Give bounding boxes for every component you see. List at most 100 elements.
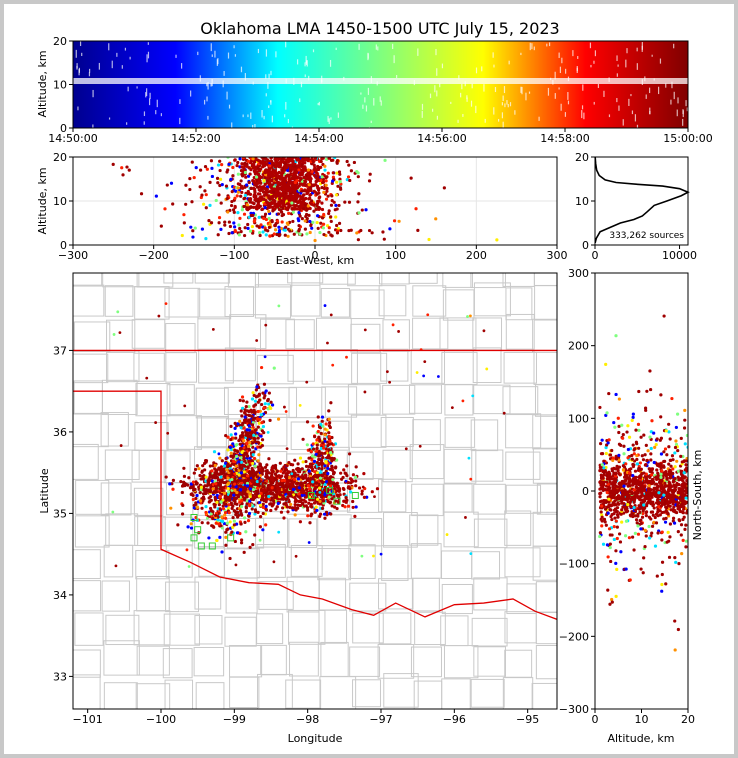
time-altitude-gap-speck bbox=[284, 114, 286, 118]
east-west-source bbox=[191, 235, 195, 239]
east-west-source bbox=[243, 233, 247, 238]
east-west-source bbox=[252, 163, 256, 167]
north-south-source bbox=[660, 510, 664, 515]
east-west-source bbox=[258, 189, 263, 193]
map-source bbox=[246, 490, 250, 494]
map-source bbox=[224, 530, 228, 534]
north-south-source bbox=[627, 536, 632, 540]
time-altitude-gap-speck bbox=[247, 114, 249, 118]
map-source bbox=[218, 507, 222, 511]
east-west-source bbox=[263, 212, 268, 216]
time-altitude-gap-speck bbox=[682, 110, 684, 118]
time-altitude-gap-speck bbox=[367, 87, 370, 95]
map-source bbox=[345, 464, 349, 468]
east-west-source bbox=[308, 219, 312, 224]
time-altitude-gap-speck bbox=[475, 67, 478, 74]
county-boundary bbox=[259, 387, 297, 418]
map-source bbox=[228, 445, 232, 450]
east-west-source bbox=[291, 187, 295, 191]
map-source bbox=[215, 538, 219, 543]
map-source bbox=[270, 470, 274, 475]
map-source bbox=[226, 435, 230, 439]
county-boundary bbox=[290, 545, 323, 577]
time-altitude-gap-speck bbox=[227, 52, 230, 59]
east-west-source bbox=[218, 159, 222, 163]
map-source bbox=[224, 456, 228, 461]
east-west-source bbox=[235, 194, 239, 198]
map-source bbox=[332, 457, 336, 461]
time-altitude-gap-speck bbox=[550, 77, 552, 81]
map-source bbox=[236, 513, 241, 518]
map-source bbox=[318, 476, 323, 480]
map-source bbox=[201, 464, 205, 468]
map-source bbox=[114, 564, 118, 568]
time-altitude-ytick-label: 0 bbox=[60, 122, 67, 135]
east-west-source bbox=[345, 159, 349, 164]
county-boundary bbox=[194, 576, 222, 610]
time-altitude-gap-speck bbox=[318, 101, 320, 106]
east-west-source bbox=[238, 157, 242, 161]
map-source bbox=[203, 468, 207, 472]
map-source bbox=[234, 484, 238, 489]
east-west-source bbox=[230, 231, 234, 235]
east-west-source bbox=[313, 238, 317, 243]
map-source bbox=[330, 497, 334, 501]
map-source bbox=[286, 490, 290, 494]
time-altitude-gap-speck bbox=[308, 75, 310, 81]
map-source bbox=[217, 467, 221, 471]
east-west-source bbox=[258, 169, 262, 173]
map-source bbox=[299, 475, 303, 479]
east-west-source bbox=[121, 173, 125, 177]
map-source bbox=[199, 477, 203, 481]
map-source bbox=[210, 469, 214, 473]
map-source bbox=[281, 494, 285, 499]
map-source bbox=[227, 481, 231, 485]
map-source bbox=[318, 486, 322, 490]
east-west-source bbox=[127, 168, 131, 172]
map-source bbox=[258, 479, 262, 483]
map-source bbox=[354, 505, 358, 509]
east-west-source bbox=[261, 207, 265, 211]
east-west-source bbox=[317, 166, 321, 170]
time-altitude-gap-speck bbox=[329, 59, 332, 67]
map-source bbox=[253, 508, 258, 512]
east-west-source bbox=[311, 220, 315, 224]
map-source bbox=[119, 444, 123, 447]
map-source bbox=[259, 503, 263, 507]
county-boundary bbox=[287, 273, 324, 284]
map-source bbox=[348, 487, 352, 491]
east-west-xtick-label: 300 bbox=[547, 249, 568, 262]
map-source bbox=[192, 471, 196, 475]
county-boundary bbox=[164, 679, 194, 709]
map-source bbox=[296, 473, 300, 477]
east-west-source bbox=[331, 175, 336, 179]
east-west-source bbox=[304, 157, 308, 160]
county-boundary bbox=[288, 386, 326, 419]
map-source bbox=[206, 488, 210, 492]
time-altitude-gap-speck bbox=[343, 76, 345, 81]
map-source bbox=[248, 492, 252, 496]
map-source bbox=[469, 314, 472, 318]
east-west-source bbox=[285, 221, 289, 225]
map-source bbox=[250, 423, 255, 427]
east-west-source bbox=[251, 213, 255, 218]
map-source bbox=[270, 486, 274, 490]
map-source bbox=[318, 439, 322, 443]
map-source bbox=[467, 456, 471, 460]
map-source bbox=[154, 421, 158, 424]
east-west-source bbox=[216, 163, 221, 167]
east-west-source bbox=[291, 157, 295, 160]
map-source bbox=[247, 428, 252, 432]
east-west-source bbox=[339, 182, 343, 186]
map-source bbox=[194, 503, 198, 507]
east-west-xtick-label: 0 bbox=[312, 249, 319, 262]
east-west-source bbox=[281, 206, 285, 210]
east-west-source bbox=[280, 171, 284, 175]
east-west-source bbox=[239, 179, 243, 183]
time-altitude-gap-speck bbox=[285, 101, 287, 110]
east-west-source bbox=[298, 160, 302, 165]
map-source bbox=[256, 417, 260, 421]
county-boundary bbox=[532, 511, 557, 547]
county-boundary bbox=[412, 285, 447, 317]
time-altitude-gap-speck bbox=[305, 55, 307, 64]
